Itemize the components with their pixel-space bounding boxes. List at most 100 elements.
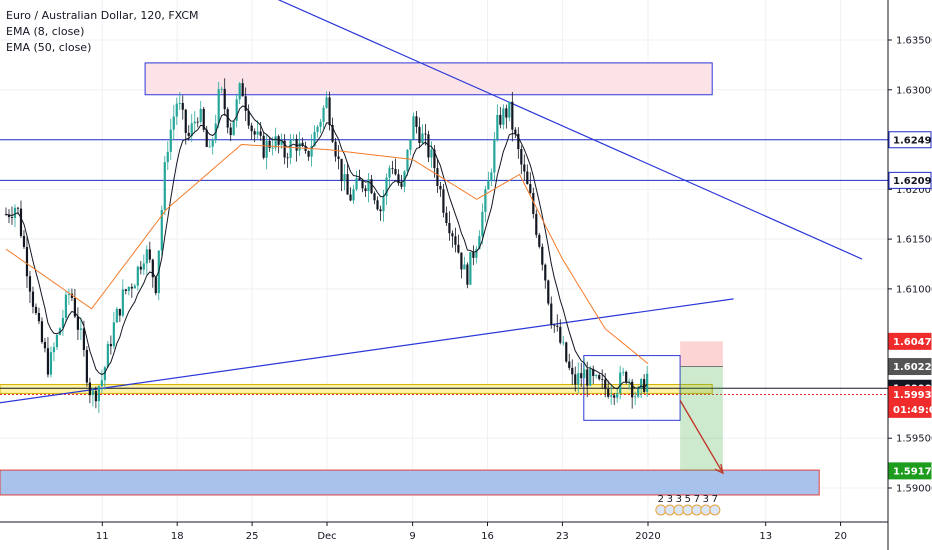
candle-body [106,343,109,368]
candle-body [19,208,23,236]
candle-body [244,96,247,111]
candle-body [616,393,619,398]
price-axis[interactable]: 1.63500 1.63000 1.62000 1.61500 1.61000 1.595… [887,0,932,550]
candle-body [631,381,634,398]
demand-zone [0,469,820,496]
candle-body [199,108,202,122]
candle-body [532,192,535,214]
candle-body [541,246,544,265]
candle-body [421,133,424,143]
candle-body [511,101,514,130]
candle-body [37,313,41,322]
candle-body [310,146,313,157]
candle-body [364,188,367,192]
candle-body [274,136,277,148]
candle-body [325,97,328,108]
candle-body [352,189,355,201]
candle-body [313,131,316,147]
candle-body [334,141,337,157]
event-mark-count: 2 [658,494,664,505]
candle-body [382,196,385,212]
candle-body [424,133,427,135]
candle-body [490,172,493,181]
candle-body [268,141,271,149]
candle-body [292,138,295,141]
candle-body [493,139,496,173]
candle-body [226,109,229,128]
symbol-title[interactable]: Euro / Australian Dollar, 120, FXCM [6,9,199,22]
candle-body [196,121,199,123]
candle-body [223,88,226,110]
price-tick-label: 1.62000 [896,185,932,196]
candle-body [229,127,232,136]
candle-body [643,379,646,392]
candle-body [217,89,220,124]
candle-body [433,149,436,169]
candle-body [64,294,68,318]
candle-body [409,139,412,150]
candle-body [415,116,418,127]
candle-body [190,123,193,136]
candle-body [160,209,163,251]
price-tags: 1.624981.620901.604731.602201.600021.599… [888,131,932,480]
time-tick-label: 18 [171,531,184,542]
candle-body [142,263,145,270]
stop-loss-area [680,341,723,367]
candle-body [487,180,490,190]
candle-body [169,129,172,152]
candle-body [247,110,250,126]
candle-body [478,236,481,250]
candle-body [115,308,118,323]
candle-body [517,133,520,150]
candle-body [361,180,364,189]
event-mark-count: 3 [703,494,709,505]
candle-body [346,174,349,195]
candle-body [130,286,133,289]
candle-body [475,249,478,258]
candle-body [406,149,409,172]
candle-body [283,140,286,158]
price-tag-label: 1.62090 [893,176,932,187]
candle-body [595,375,598,377]
candle-body [373,193,376,201]
candle-body [580,373,583,379]
candle-body [85,349,88,383]
candle-body [625,371,628,383]
candle-body [550,303,553,325]
candle-body [178,102,181,104]
candle-body [34,306,38,314]
candle-body [385,177,388,197]
take-profit-area [680,366,723,471]
candle-body [16,207,20,209]
candle-body [514,129,517,134]
candle-body [451,233,454,237]
candle-body [469,252,472,285]
candle-body [634,396,637,398]
candle-body [205,129,208,147]
price-tick-label: 1.61000 [896,284,932,295]
candle-body [208,146,211,148]
ema-fast-label[interactable]: EMA (8, close) [6,25,85,38]
time-tick-label: 25 [246,531,259,542]
candle-body [484,189,487,212]
candle-body [583,369,586,379]
short-position-tool[interactable] [679,341,724,475]
projection-arrow-head [714,463,724,475]
time-axis[interactable]: 11 18 25 Dec 9 16 23 2020 13 20 [0,521,888,542]
ema-slow-label[interactable]: EMA (50, close) [6,41,92,54]
event-mark-count: 7 [694,494,700,505]
horizontal-levels [0,139,888,396]
candle-body [148,249,151,260]
candle-body [412,116,415,140]
candle-body [43,342,47,349]
candle-body [256,131,259,135]
candle-body [31,291,35,307]
candle-body [454,236,457,245]
candle-body [133,285,136,289]
candle-body [322,107,325,122]
candle-body [472,252,475,258]
candle-body [235,99,238,121]
price-tick-label: 1.63500 [896,36,932,47]
candle-body [22,235,26,247]
